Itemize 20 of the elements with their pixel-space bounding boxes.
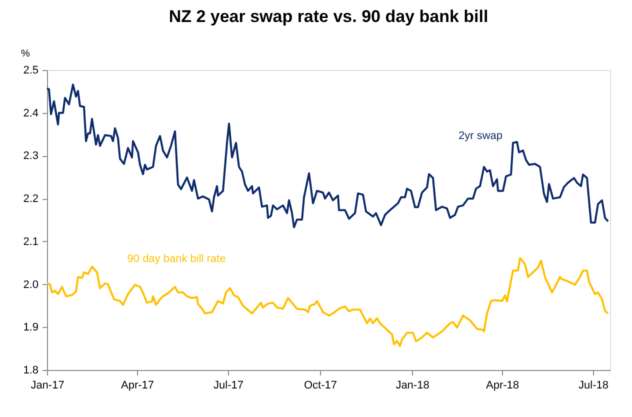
y-axis-title: % [21,48,30,60]
x-tick-label: Jul-17 [214,380,244,392]
y-tick-label: 1.9 [23,322,38,334]
x-tick-label: Jan-18 [396,380,430,392]
y-tick-label: 2.3 [23,150,38,162]
chart-title: NZ 2 year swap rate vs. 90 day bank bill [168,7,488,26]
x-tick-label: Apr-17 [120,380,154,392]
series-label: 90 day bank bill rate [127,253,226,265]
y-tick-label: 2.2 [23,193,38,206]
x-tick-label: Jan-17 [30,380,64,392]
line-series [46,84,609,228]
x-tick-label: Apr-18 [486,380,520,392]
x-tick-label: Jul-18 [578,380,608,392]
series-label: 2yr swap [458,130,503,142]
y-tick-label: 2.1 [23,236,38,248]
y-tick-label: 2.4 [23,107,38,120]
x-tick-label: Oct-17 [304,380,338,392]
y-tick-label: 1.8 [23,364,38,376]
y-tick-label: 2.0 [23,278,38,291]
y-tick-label: 2.5 [23,64,38,76]
